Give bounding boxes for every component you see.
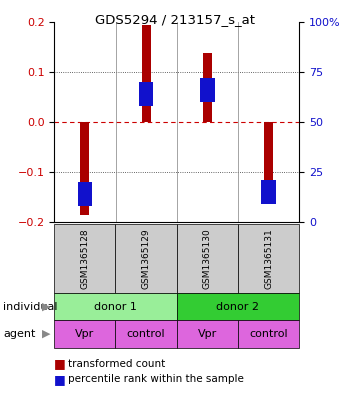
- Bar: [200, 78, 215, 102]
- Text: transformed count: transformed count: [68, 358, 166, 369]
- Text: Vpr: Vpr: [75, 329, 94, 339]
- Bar: [141, 25, 151, 122]
- Text: GSM1365128: GSM1365128: [80, 228, 89, 289]
- Bar: [78, 182, 92, 206]
- Text: GSM1365129: GSM1365129: [142, 228, 150, 289]
- Bar: [139, 82, 154, 106]
- Text: control: control: [249, 329, 288, 339]
- Text: ■: ■: [54, 357, 66, 370]
- Text: GDS5294 / 213157_s_at: GDS5294 / 213157_s_at: [95, 13, 255, 26]
- Text: control: control: [127, 329, 166, 339]
- Bar: [264, 122, 273, 186]
- Text: percentile rank within the sample: percentile rank within the sample: [68, 374, 244, 384]
- Text: ▶: ▶: [42, 329, 51, 339]
- Bar: [80, 122, 90, 215]
- Bar: [203, 53, 212, 122]
- Bar: [261, 180, 276, 204]
- Text: agent: agent: [4, 329, 36, 339]
- Text: GSM1365131: GSM1365131: [264, 228, 273, 289]
- Text: Vpr: Vpr: [198, 329, 217, 339]
- Text: ■: ■: [54, 373, 66, 386]
- Text: GSM1365130: GSM1365130: [203, 228, 212, 289]
- Text: ▶: ▶: [42, 301, 51, 312]
- Text: donor 1: donor 1: [94, 301, 137, 312]
- Text: donor 2: donor 2: [217, 301, 259, 312]
- Text: individual: individual: [4, 301, 58, 312]
